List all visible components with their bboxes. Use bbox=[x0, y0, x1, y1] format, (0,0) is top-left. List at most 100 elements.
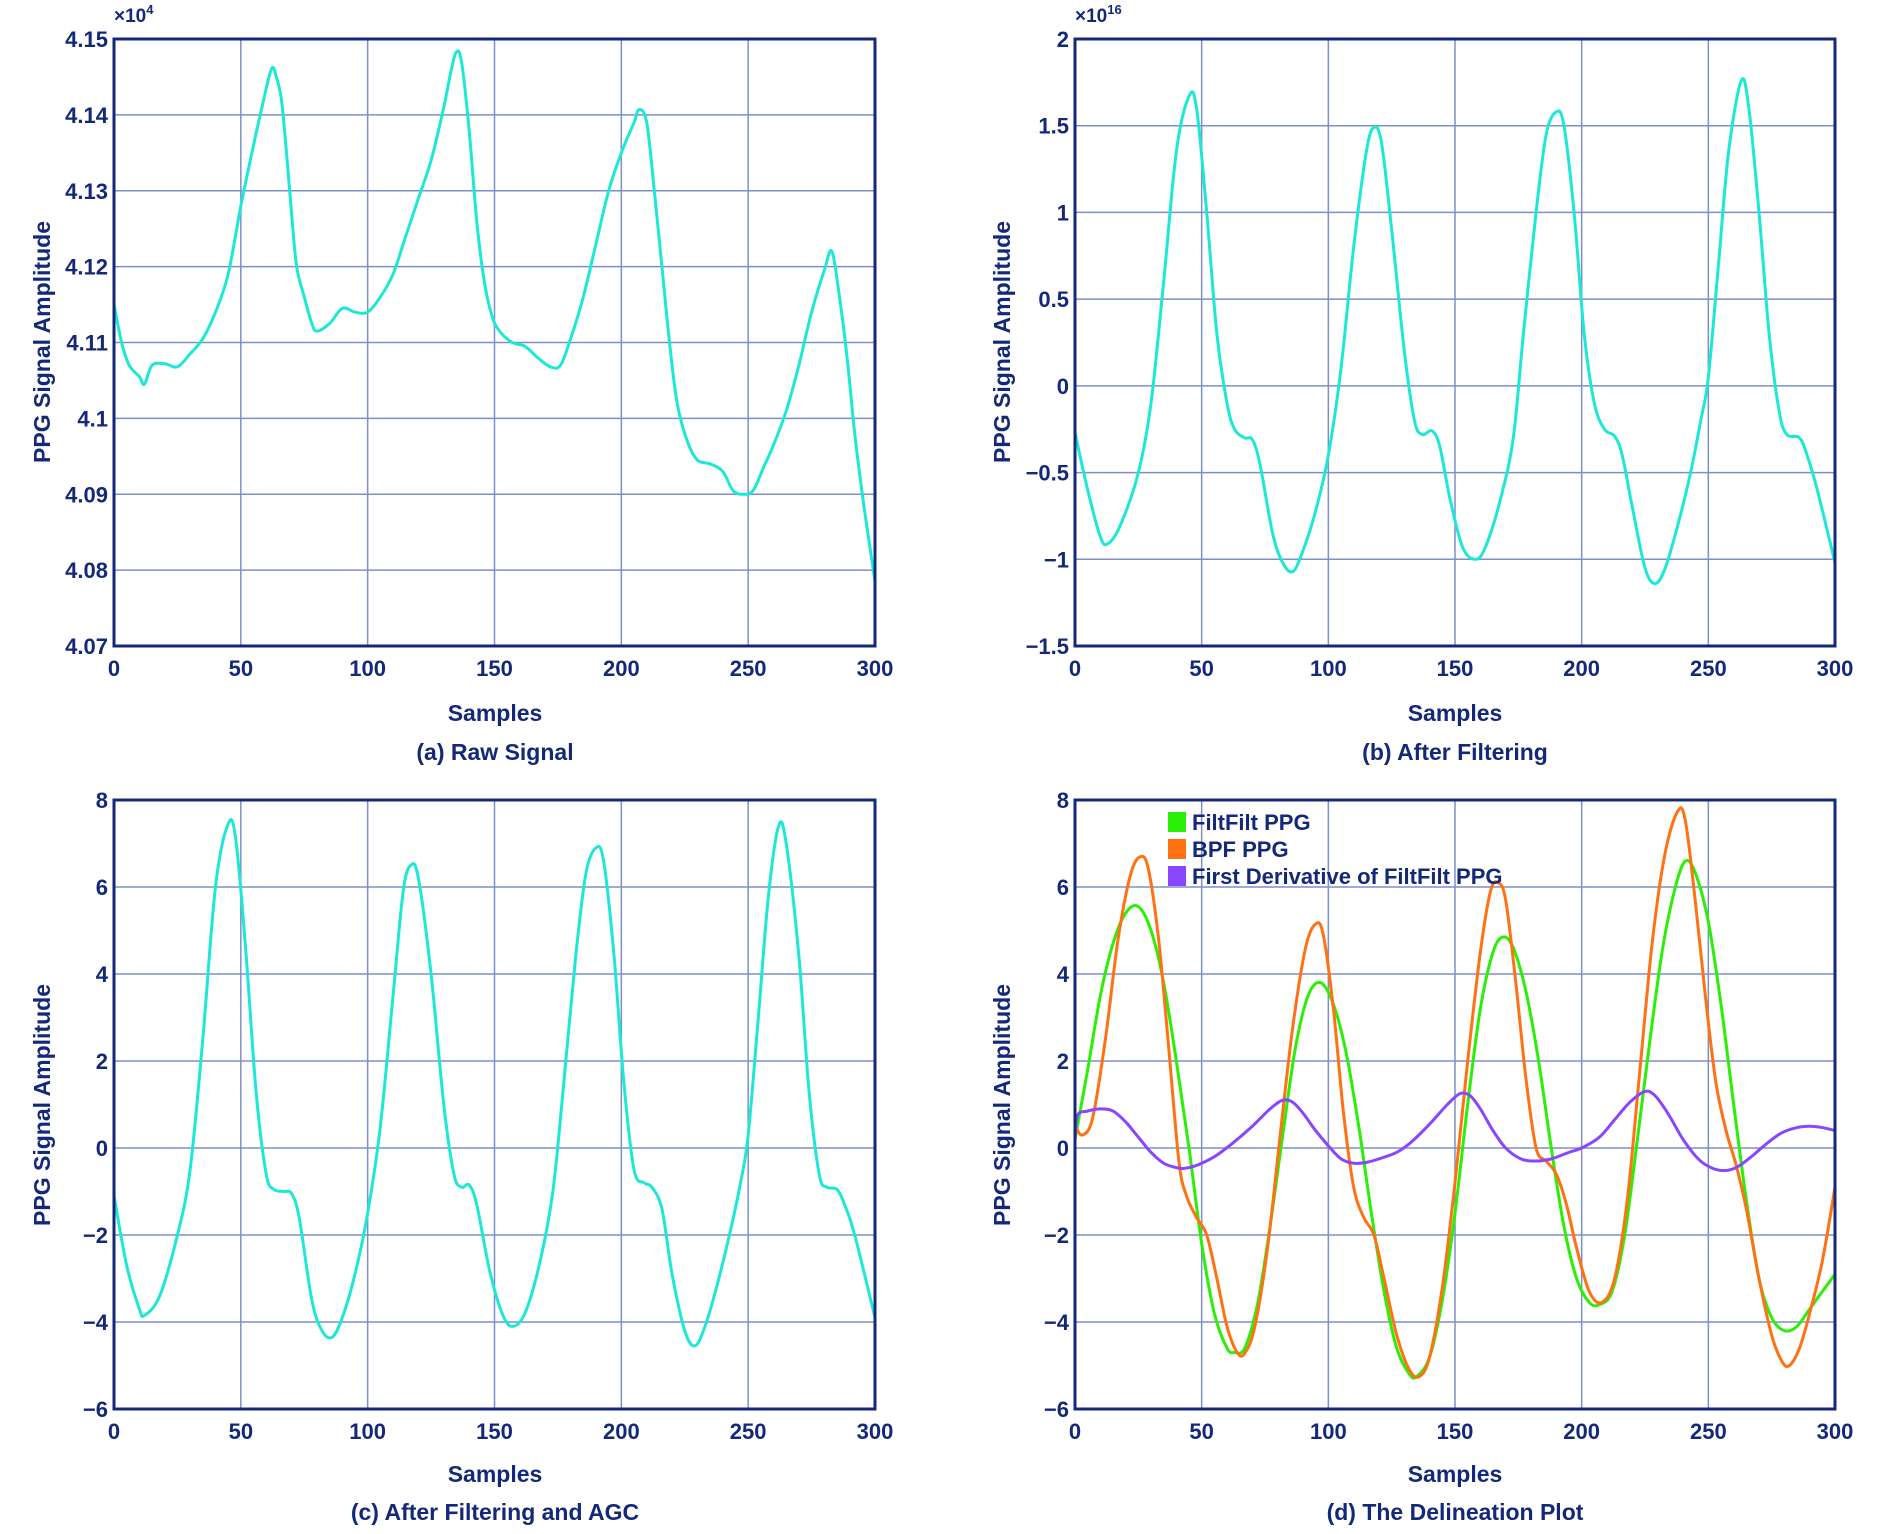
x-tick-label: 300 bbox=[857, 1419, 894, 1444]
series-line-bpf-ppg bbox=[1075, 806, 1835, 1379]
y-tick-label: 8 bbox=[96, 788, 108, 813]
series-line bbox=[114, 49, 875, 582]
x-tick-label: 200 bbox=[1563, 1419, 1600, 1444]
x-tick-label: 100 bbox=[349, 656, 386, 681]
plot-frame bbox=[1073, 798, 1837, 1411]
legend-swatch bbox=[1168, 839, 1186, 859]
chart-caption: (d) The Delineation Plot bbox=[1327, 1499, 1584, 1525]
series-line-filtfilt-ppg bbox=[1075, 858, 1835, 1380]
y-tick-label: 4.12 bbox=[65, 255, 108, 280]
x-tick-label: 0 bbox=[1069, 656, 1081, 681]
y-axis-title: PPG Signal Amplitude bbox=[29, 984, 55, 1226]
y-tick-label: −2 bbox=[83, 1223, 108, 1248]
chart-caption: (c) After Filtering and AGC bbox=[351, 1499, 639, 1525]
y-tick-label: −4 bbox=[1044, 1310, 1070, 1335]
y-multiplier: ×1016 bbox=[1075, 2, 1122, 27]
x-tick-label: 250 bbox=[1690, 656, 1727, 681]
y-tick-label: 0.5 bbox=[1038, 287, 1069, 312]
x-axis-title: Samples bbox=[1408, 700, 1503, 726]
plot-frame bbox=[112, 798, 877, 1411]
y-tick-label: 4.11 bbox=[66, 331, 108, 356]
y-tick-label: −1 bbox=[1044, 547, 1069, 572]
y-axis-title: PPG Signal Amplitude bbox=[989, 221, 1015, 463]
x-tick-label: 150 bbox=[476, 1419, 513, 1444]
y-tick-label: 4.08 bbox=[65, 558, 108, 583]
y-tick-label: 2 bbox=[96, 1049, 108, 1074]
x-tick-label: 100 bbox=[1310, 1419, 1347, 1444]
x-tick-label: 300 bbox=[1817, 1419, 1854, 1444]
y-tick-label: 8 bbox=[1057, 788, 1069, 813]
x-tick-label: 0 bbox=[1069, 1419, 1081, 1444]
grid bbox=[113, 799, 876, 1410]
x-tick-label: 50 bbox=[229, 656, 253, 681]
x-tick-label: 200 bbox=[1563, 656, 1600, 681]
legend-label: First Derivative of FiltFilt PPG bbox=[1192, 864, 1503, 889]
x-tick-label: 300 bbox=[1817, 656, 1854, 681]
chart-d: PPG Signal Amplitude Samples (d) The Del… bbox=[989, 788, 1853, 1525]
x-tick-label: 100 bbox=[349, 1419, 386, 1444]
y-tick-label: 4.13 bbox=[65, 179, 108, 204]
x-tick-label: 0 bbox=[108, 1419, 120, 1444]
y-tick-label: 1.5 bbox=[1038, 114, 1069, 139]
x-tick-label: 50 bbox=[229, 1419, 253, 1444]
y-tick-label: −2 bbox=[1044, 1223, 1069, 1248]
y-axis-title: PPG Signal Amplitude bbox=[989, 984, 1015, 1226]
chart-a: ×104 PPG Signal Amplitude Samples (a) Ra… bbox=[29, 2, 893, 765]
x-axis-title: Samples bbox=[1408, 1461, 1503, 1487]
series-line-first-derivative-of-filtfilt-ppg bbox=[1075, 1089, 1835, 1173]
y-tick-label: 2 bbox=[1057, 1049, 1069, 1074]
x-tick-label: 150 bbox=[1437, 656, 1474, 681]
chart-c: PPG Signal Amplitude Samples (c) After F… bbox=[29, 788, 893, 1525]
y-tick-label: 2 bbox=[1057, 27, 1069, 52]
y-tick-label: 4 bbox=[96, 962, 109, 987]
x-tick-label: 50 bbox=[1189, 656, 1213, 681]
y-tick-label: 0 bbox=[1057, 374, 1069, 399]
legend-label: BPF PPG bbox=[1192, 837, 1289, 862]
y-tick-label: 4.15 bbox=[65, 27, 108, 52]
x-tick-label: 250 bbox=[730, 656, 767, 681]
chart-b: ×1016 PPG Signal Amplitude Samples (b) A… bbox=[989, 2, 1853, 765]
x-tick-label: 100 bbox=[1310, 656, 1347, 681]
y-axis-title: PPG Signal Amplitude bbox=[29, 221, 55, 463]
chart-caption: (a) Raw Signal bbox=[416, 739, 573, 765]
grid bbox=[1074, 38, 1836, 647]
y-tick-label: −6 bbox=[83, 1397, 108, 1422]
y-multiplier: ×104 bbox=[114, 2, 154, 27]
y-tick-label: −1.5 bbox=[1026, 634, 1069, 659]
y-tick-label: 0 bbox=[1057, 1136, 1069, 1161]
x-tick-label: 300 bbox=[857, 656, 894, 681]
x-tick-label: 50 bbox=[1189, 1419, 1213, 1444]
legend-label: FiltFilt PPG bbox=[1192, 810, 1311, 835]
chart-caption: (b) After Filtering bbox=[1362, 739, 1548, 765]
series-line bbox=[114, 818, 875, 1348]
y-tick-label: 4.14 bbox=[65, 103, 109, 128]
x-tick-label: 150 bbox=[476, 656, 513, 681]
y-tick-label: 4.1 bbox=[77, 406, 108, 431]
y-tick-label: 6 bbox=[96, 875, 108, 900]
y-tick-label: −6 bbox=[1044, 1397, 1069, 1422]
plot-frame bbox=[1073, 37, 1837, 648]
grid bbox=[113, 38, 876, 647]
x-tick-label: 250 bbox=[1690, 1419, 1727, 1444]
x-axis-title: Samples bbox=[448, 700, 543, 726]
x-tick-label: 200 bbox=[603, 656, 640, 681]
legend-swatch bbox=[1168, 812, 1186, 832]
y-tick-label: 4 bbox=[1057, 962, 1070, 987]
x-tick-label: 200 bbox=[603, 1419, 640, 1444]
legend-swatch bbox=[1168, 866, 1186, 886]
y-tick-label: 6 bbox=[1057, 875, 1069, 900]
x-tick-label: 0 bbox=[108, 656, 120, 681]
y-tick-label: −0.5 bbox=[1026, 461, 1069, 486]
series-line bbox=[1075, 77, 1835, 586]
x-tick-label: 150 bbox=[1437, 1419, 1474, 1444]
x-axis-title: Samples bbox=[448, 1461, 543, 1487]
plot-frame bbox=[112, 37, 877, 648]
y-tick-label: 0 bbox=[96, 1136, 108, 1161]
y-tick-label: −4 bbox=[83, 1310, 109, 1335]
y-tick-label: 4.07 bbox=[65, 634, 108, 659]
x-tick-label: 250 bbox=[730, 1419, 767, 1444]
y-tick-label: 1 bbox=[1057, 200, 1069, 225]
y-tick-label: 4.09 bbox=[65, 482, 108, 507]
